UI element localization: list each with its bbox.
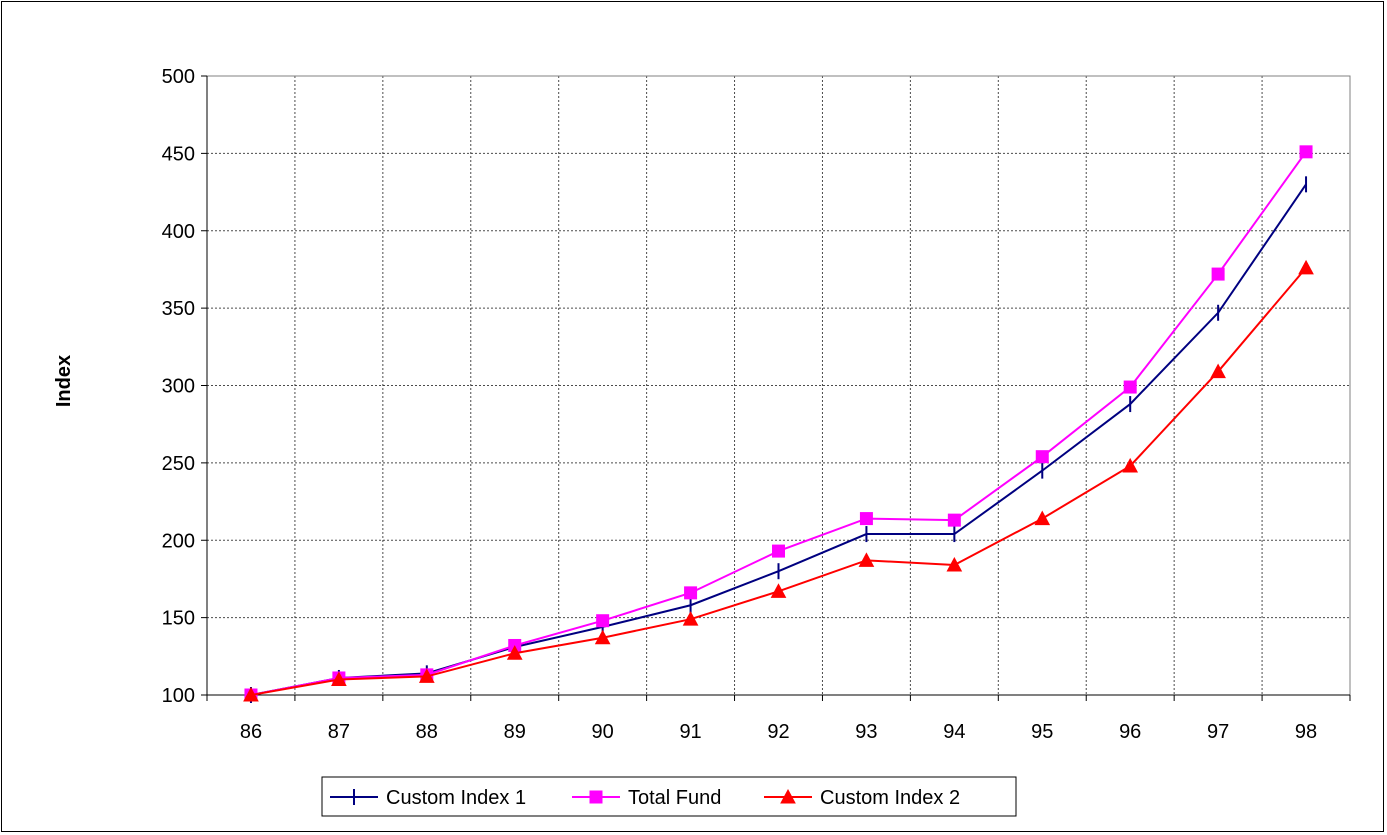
series-custom-index-2 [243,259,1314,702]
x-tick-label: 86 [240,721,262,743]
series-line [250,267,1307,696]
data-point [1034,510,1051,526]
data-point [682,611,699,626]
axes-layer: 100 150 200 250 300 350 400 450 500 86 87 88 89 90 91 9… [162,66,1351,743]
data-point [243,686,259,702]
data-point [946,556,963,572]
data-point [770,583,787,598]
data-point [859,512,873,526]
x-tick-label: 96 [1119,721,1141,743]
legend-box [321,776,1017,817]
data-point [684,586,698,600]
series-custom-index-1 [249,176,1308,703]
data-point [772,544,785,558]
x-tick-label: 90 [592,721,614,743]
y-tick-label: 500 [162,66,195,88]
series-line [250,183,1307,696]
data-point [1210,363,1226,379]
x-tick-label: 95 [1031,721,1053,743]
x-tick-label: 91 [679,721,701,743]
data-point [1122,457,1139,473]
x-tick-label: 97 [1207,721,1229,743]
data-point [596,614,610,628]
x-tick-label: 98 [1295,721,1317,743]
x-tick-label: 88 [416,721,438,743]
legend-label: Custom Index 2 [820,787,960,809]
data-point [1298,259,1314,275]
legend: Custom Index 1 Total Fund Custom Index 2 [321,776,1017,817]
y-tick-label: 450 [162,143,195,165]
data-point [1123,380,1137,394]
grid-layer [207,76,1350,695]
data-point [858,552,875,567]
y-tick-label: 300 [162,376,195,398]
plot-area [206,75,1351,696]
x-tick-label: 93 [855,721,877,743]
data-point [594,629,611,645]
y-tick-label: 200 [162,530,195,552]
y-axis-title: Index [53,355,75,407]
x-tick-label: 94 [943,721,965,743]
legend-label: Total Fund [628,787,721,809]
data-point [331,671,347,687]
legend-marker [780,788,796,804]
y-tick-label: 150 [162,608,195,630]
x-tick-label: 89 [504,721,526,743]
data-point [1211,267,1225,281]
y-tick-label: 350 [162,298,195,320]
y-tick-label: 400 [162,221,195,243]
data-point [506,645,523,660]
y-tick-label: 250 [162,453,195,475]
data-point [418,668,435,683]
series-layer [243,145,1314,703]
legend-label: Custom Index 1 [386,787,526,809]
legend-marker [589,790,603,804]
data-point [947,513,961,527]
y-tick-label: 100 [162,685,195,707]
x-tick-label: 87 [328,721,350,743]
data-point [1299,145,1313,159]
series-line [250,151,1307,696]
data-point [1035,450,1049,464]
x-tick-label: 92 [767,721,789,743]
